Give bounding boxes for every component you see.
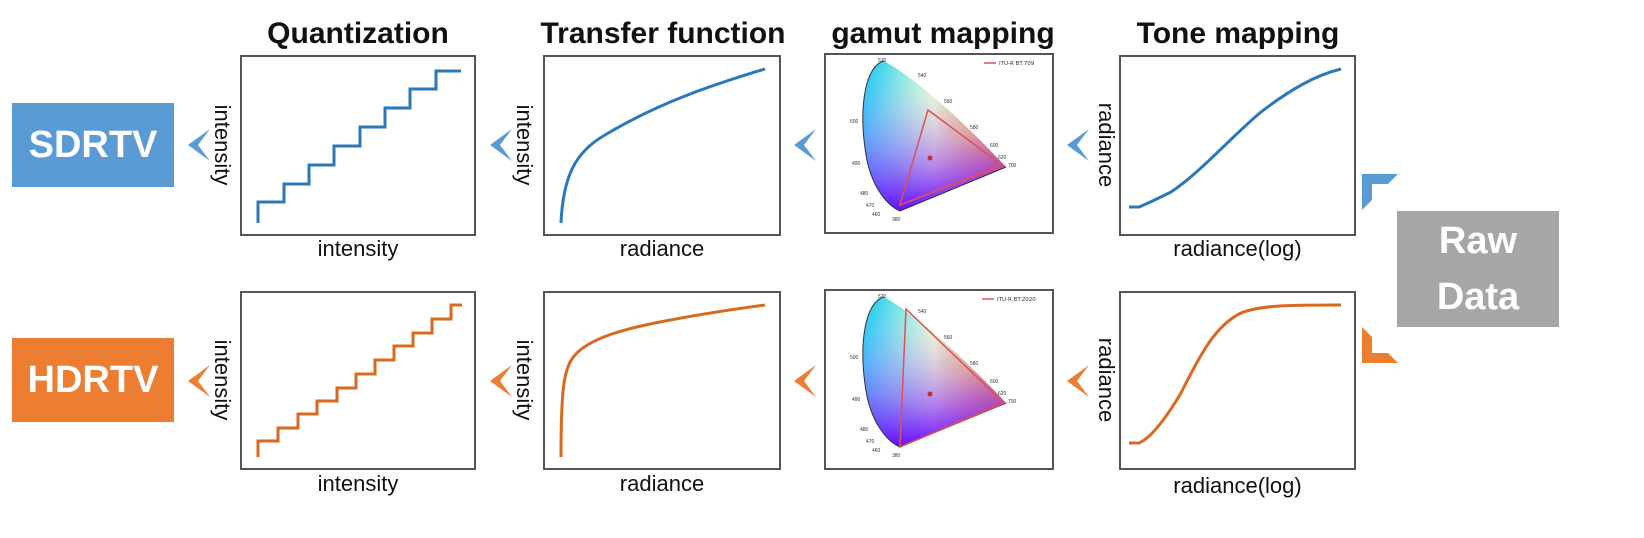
locus-tick-380: 380 [892, 453, 901, 459]
locus-tick-490: 490 [852, 161, 861, 167]
locus-tick-540: 540 [918, 73, 927, 79]
sdr-quantization-plot [240, 55, 476, 236]
locus-tick-580: 580 [970, 361, 979, 367]
hdrtv-box: HDRTV [12, 338, 174, 422]
raw-data-label-line2: Data [1436, 276, 1520, 318]
locus-tick-580: 580 [970, 125, 979, 131]
sdr-tone-curve [1129, 67, 1342, 209]
hdr-quantization-curve [256, 303, 462, 457]
locus-tick-620: 620 [998, 155, 1007, 161]
hdr-chromaticity-diagram: ITU-R BT.2020 520 540 560 580 600 620 70… [850, 294, 1036, 459]
sdr-transfer-ylabel: intensity [512, 104, 537, 186]
sdr-quantization-xlabel: intensity [317, 236, 399, 261]
sdr-quantization-ylabel: intensity [210, 104, 235, 186]
locus-tick-600: 600 [990, 379, 999, 385]
locus-tick-700: 700 [1008, 399, 1017, 405]
chevron-left-icon [1067, 365, 1089, 397]
locus-tick-520: 520 [878, 58, 887, 64]
locus-tick-460: 460 [872, 212, 881, 218]
hdr-tone-xlabel: radiance(log) [1173, 473, 1302, 498]
locus-tick-520: 520 [878, 294, 887, 300]
locus-tick-540: 540 [918, 309, 927, 315]
sdr-tone-xlabel: radiance(log) [1173, 236, 1302, 261]
locus-tick-460: 460 [872, 448, 881, 454]
hdr-transfer-ylabel: intensity [512, 339, 537, 421]
sdrtv-box: SDRTV [12, 103, 174, 187]
sdr-quantization-curve [256, 69, 461, 223]
hdr-quantization-ylabel: intensity [210, 339, 235, 421]
hdrtv-label: HDRTV [27, 359, 159, 401]
locus-tick-560: 560 [944, 335, 953, 341]
sdrtv-label: SDRTV [28, 124, 158, 166]
sdr-tone-plot [1119, 55, 1356, 236]
stage-title-gamut-mapping: gamut mapping [831, 17, 1055, 50]
hdr-gamut-plot: ITU-R BT.2020 520 540 560 580 600 620 70… [824, 289, 1054, 470]
locus-tick-700: 700 [1008, 163, 1017, 169]
locus-tick-380: 380 [892, 217, 901, 223]
stage-title-transfer-function: Transfer function [540, 17, 786, 50]
chevron-left-icon [794, 365, 816, 397]
sdr-transfer-xlabel: radiance [619, 236, 705, 261]
hdr-gamut-legend: ITU-R BT.2020 [997, 297, 1036, 303]
chevron-left-icon [1067, 129, 1089, 161]
hdr-transfer-plot [543, 291, 781, 470]
locus-tick-500: 500 [850, 355, 859, 361]
locus-tick-620: 620 [998, 391, 1007, 397]
hdr-tone-ylabel: radiance [1094, 337, 1119, 423]
locus-tick-500: 500 [850, 119, 859, 125]
raw-data-label-line1: Raw [1438, 220, 1518, 262]
locus-tick-480: 480 [860, 191, 869, 197]
locus-tick-470: 470 [866, 439, 875, 445]
corner-arrow-icon [1362, 174, 1398, 210]
chevron-left-icon [188, 129, 210, 161]
sdr-tone-ylabel: radiance [1094, 102, 1119, 188]
locus-tick-490: 490 [852, 397, 861, 403]
stage-title-quantization: Quantization [267, 17, 449, 50]
hdr-quantization-xlabel: intensity [317, 471, 399, 496]
stage-title-tone-mapping: Tone mapping [1136, 17, 1340, 50]
chevron-left-icon [188, 365, 210, 397]
hdr-tone-plot [1119, 291, 1356, 470]
locus-tick-560: 560 [944, 99, 953, 105]
sdr-gamut-triangle [898, 108, 1004, 207]
sdr-gamut-plot: ITU-R BT.709 520 540 560 580 600 620 700… [824, 53, 1054, 234]
sdr-transfer-plot [543, 55, 781, 236]
chevron-left-icon [794, 129, 816, 161]
chevron-left-icon [490, 365, 512, 397]
chevron-left-icon [490, 129, 512, 161]
sdr-transfer-curve [559, 67, 766, 224]
raw-data-box: Raw Data [1397, 211, 1559, 327]
corner-arrow-icon [1362, 327, 1398, 363]
locus-tick-470: 470 [866, 203, 875, 209]
hdr-tone-curve [1129, 303, 1342, 445]
sdr-gamut-legend: ITU-R BT.709 [999, 61, 1035, 67]
hdr-quantization-plot [240, 291, 476, 470]
sdr-chromaticity-diagram: ITU-R BT.709 520 540 560 580 600 620 700… [850, 58, 1035, 223]
locus-tick-600: 600 [990, 143, 999, 149]
hdr-transfer-curve [559, 303, 766, 458]
hdr-gamut-triangle [899, 307, 1006, 449]
locus-tick-480: 480 [860, 427, 869, 433]
hdr-transfer-xlabel: radiance [619, 471, 705, 496]
